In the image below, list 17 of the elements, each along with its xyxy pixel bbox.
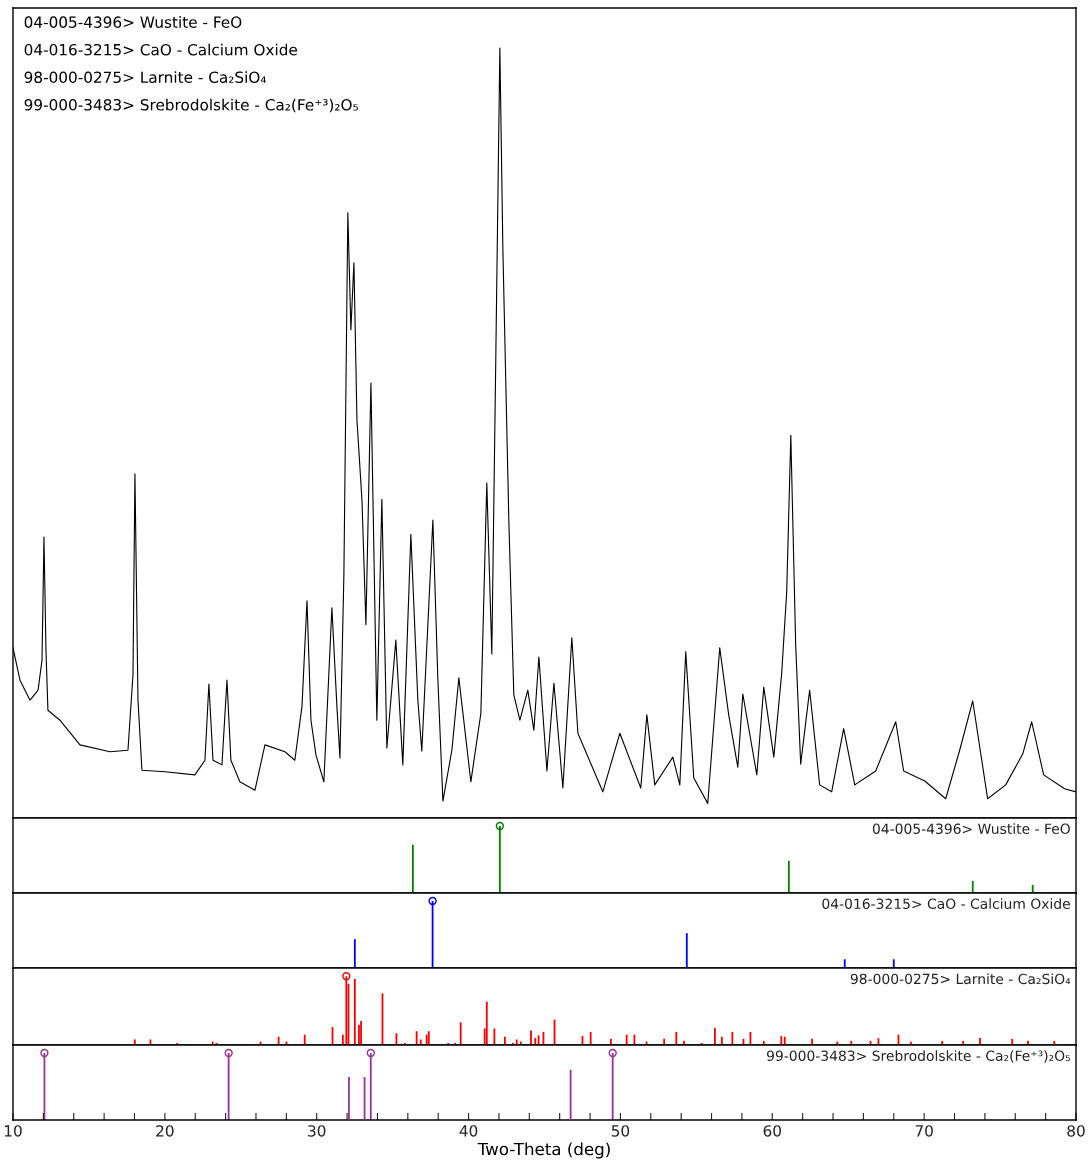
x-tick-label: 40	[459, 1125, 478, 1137]
x-tick-label: 50	[611, 1125, 630, 1137]
x-tick-label: 70	[915, 1125, 933, 1137]
annotation: 04-016-3215> CaO - Calcium Oxide	[24, 43, 298, 56]
annotation: 98-000-0275> Larnite - Ca₂SiO₄	[24, 71, 266, 84]
x-tick-label: 30	[308, 1125, 326, 1137]
x-axis-title: Two-Theta (deg)	[477, 1142, 610, 1159]
annotation: 04-005-4396> Wustite - FeO	[872, 823, 1070, 834]
text: 04-005-4396> Wustite - FeO	[24, 16, 242, 28]
x-tick-label: 60	[763, 1125, 781, 1137]
x-tick-label: 80	[1067, 1125, 1085, 1137]
annotation: 99-000-3483> Srebrodolskite - Ca₂(Fe⁺³)₂O₅	[766, 1050, 1071, 1063]
x-tick-label: 20	[156, 1125, 174, 1137]
x-tick-label: 10	[4, 1125, 22, 1137]
annotation: 99-000-3483> Srebrodolskite - Ca₂(Fe⁺³)₂O₅	[24, 98, 358, 113]
annotation: 04-016-3215> CaO - Calcium Oxide	[822, 898, 1070, 909]
annotation: 98-000-0275> Larnite - Ca₂SiO₄	[850, 973, 1071, 985]
